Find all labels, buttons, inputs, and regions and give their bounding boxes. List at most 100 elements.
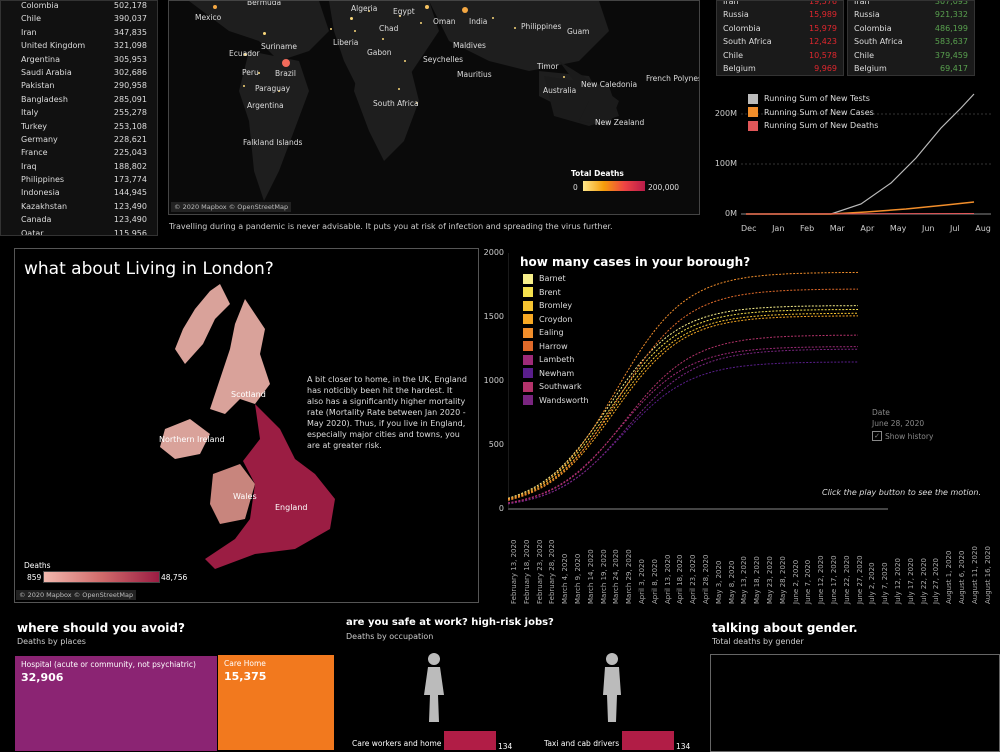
borough-line[interactable] [508,346,858,504]
country-row[interactable]: Indonesia 144,945 [1,186,157,199]
mini-table-row[interactable]: Belgium 69,417 [848,62,974,75]
borough-legend-item[interactable]: Bromley [523,299,589,313]
show-history-label: Show history [885,431,934,441]
country-row[interactable]: Argentina 305,953 [1,53,157,66]
london-panel[interactable]: what about Living in London? Scotland Nor… [14,248,479,603]
country-row[interactable]: Colombia 502,178 [1,1,157,12]
borough-chart[interactable]: 2000 1500 1000 500 0 how many cases in your … [484,248,996,608]
map-death-marker[interactable] [354,30,356,32]
mini-table-row[interactable]: Belgium 9,969 [717,62,843,75]
borough-line[interactable] [508,348,858,505]
map-death-marker[interactable] [425,5,429,9]
running-sum-legend-item[interactable]: Running Sum of New Cases [748,106,878,120]
mini-table-row[interactable]: Colombia 15,979 [717,22,843,35]
country-row[interactable]: Saudi Arabia 302,686 [1,66,157,79]
borough-line[interactable] [508,288,858,501]
job-bar-taxi-drivers[interactable] [622,731,674,750]
mini-country-value: 307,093 [934,0,968,6]
map-death-marker[interactable] [262,31,266,35]
borough-date-tick: April 8, 2020 [650,559,659,604]
mini-table-row[interactable]: Russia 15,989 [717,8,843,21]
mini-table-row[interactable]: Iran 307,093 [848,0,974,8]
map-death-marker[interactable] [462,7,468,13]
borough-line[interactable] [508,309,858,500]
mini-table-row[interactable]: South Africa 583,637 [848,35,974,48]
map-death-marker[interactable] [416,102,418,104]
country-row[interactable]: Qatar 115,956 [1,227,157,235]
borough-line[interactable] [508,361,858,505]
mini-table-row[interactable]: Chile 10,578 [717,49,843,62]
country-row[interactable]: Pakistan 290,958 [1,79,157,92]
country-row[interactable]: Iran 347,835 [1,26,157,39]
country-row[interactable]: Italy 255,278 [1,106,157,119]
places-treemap[interactable]: Hospital (acute or community, not psychi… [14,655,334,752]
borough-legend-item[interactable]: Ealing [523,326,589,340]
country-row[interactable]: United Kingdom 321,098 [1,39,157,52]
map-death-marker[interactable] [243,85,245,87]
map-death-marker[interactable] [349,16,353,20]
mini-table-row[interactable]: Russia 921,332 [848,8,974,21]
job-bar-care-workers[interactable] [444,731,496,750]
country-value: 290,958 [113,81,147,91]
running-sum-chart[interactable]: Running Sum of New Tests Running Sum of N… [706,86,996,236]
checkbox-icon[interactable]: ✓ [872,431,882,441]
borough-legend-item[interactable]: Southwark [523,380,589,394]
map-death-marker[interactable] [399,15,401,17]
country-row[interactable]: Philippines 173,774 [1,173,157,186]
borough-line[interactable] [508,315,858,501]
country-row[interactable]: Bangladesh 285,091 [1,93,157,106]
mini-table-row[interactable]: South Africa 12,423 [717,35,843,48]
borough-legend-item[interactable]: Wandsworth [523,394,589,408]
world-map-land [189,1,619,201]
borough-legend-item[interactable]: Brent [523,286,589,300]
map-death-marker[interactable] [243,52,247,56]
running-sum-legend-item[interactable]: Running Sum of New Tests [748,92,878,106]
map-death-marker[interactable] [282,59,290,67]
mini-country-name: Iran [723,0,739,6]
treemap-hospital[interactable]: Hospital (acute or community, not psychi… [14,655,218,752]
map-death-marker[interactable] [492,17,494,19]
country-row[interactable]: Iraq 188,802 [1,160,157,173]
country-row[interactable]: Turkey 253,108 [1,120,157,133]
treemap-care-home[interactable]: Care Home 15,375 [218,655,334,750]
borough-date-tick: February 23, 2020 [535,539,544,604]
england-region [205,404,335,569]
map-death-marker[interactable] [330,28,332,30]
map-credit[interactable]: © 2020 Mapbox © OpenStreetMap [171,202,292,212]
mini-table-row[interactable]: Colombia 486,199 [848,22,974,35]
borough-legend-item[interactable]: Lambeth [523,353,589,367]
country-row[interactable]: Kazakhstan 123,490 [1,200,157,213]
map-death-marker[interactable] [213,5,217,9]
borough-legend-item[interactable]: Harrow [523,340,589,354]
gender-chart-area[interactable] [710,654,1000,752]
map-death-marker[interactable] [514,27,516,29]
borough-legend-item[interactable]: Croydon [523,313,589,327]
borough-legend-item[interactable]: Barnet [523,272,589,286]
mini-table-row[interactable]: Chile 379,459 [848,49,974,62]
running-sum-legend-item[interactable]: Running Sum of New Deaths [748,119,878,133]
map-death-marker[interactable] [278,90,280,92]
map-death-marker[interactable] [398,88,400,90]
mini-table-row[interactable]: Iran 19,576 [717,0,843,8]
country-row[interactable]: France 225,043 [1,146,157,159]
map-death-marker[interactable] [420,22,422,24]
country-value: 188,802 [113,161,147,171]
country-row[interactable]: Canada 123,490 [1,213,157,226]
show-history-toggle[interactable]: ✓ Show history [872,431,933,441]
map-death-marker[interactable] [404,60,406,62]
map-death-marker[interactable] [258,72,260,74]
uk-map-credit[interactable]: © 2020 Mapbox © OpenStreetMap [16,590,137,600]
borough-line[interactable] [508,334,859,504]
country-row[interactable]: Chile 390,037 [1,12,157,25]
map-death-marker[interactable] [563,76,565,78]
map-country-label: Peru [242,68,259,77]
world-map[interactable]: Mexico Bermuda Algeria Egypt Oman India Chad Ph… [168,0,700,215]
borough-legend-item[interactable]: Newham [523,367,589,381]
map-country-label: Timor [537,62,559,71]
map-country-label: India [469,17,488,26]
borough-line[interactable] [508,305,859,499]
map-death-marker[interactable] [382,38,384,40]
borough-line[interactable] [508,312,858,501]
map-death-marker[interactable] [368,10,370,12]
country-row[interactable]: Germany 228,621 [1,133,157,146]
